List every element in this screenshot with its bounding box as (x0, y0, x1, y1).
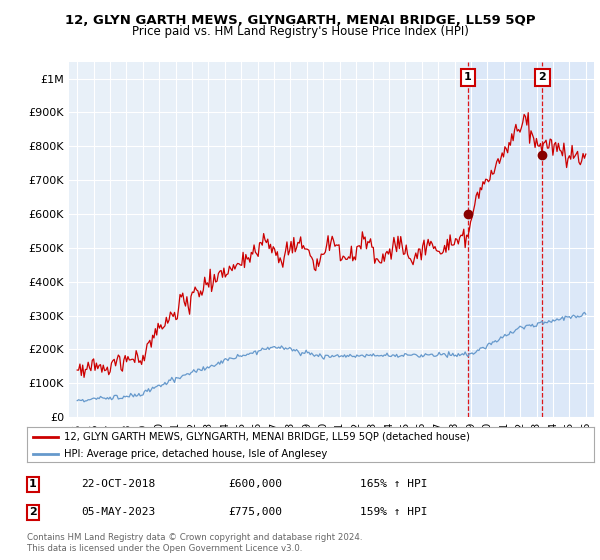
Text: £600,000: £600,000 (228, 479, 282, 489)
Text: 05-MAY-2023: 05-MAY-2023 (81, 507, 155, 517)
Text: 12, GLYN GARTH MEWS, GLYNGARTH, MENAI BRIDGE, LL59 5QP: 12, GLYN GARTH MEWS, GLYNGARTH, MENAI BR… (65, 14, 535, 27)
Text: 2: 2 (538, 72, 546, 82)
Text: 22-OCT-2018: 22-OCT-2018 (81, 479, 155, 489)
Text: 12, GLYN GARTH MEWS, GLYNGARTH, MENAI BRIDGE, LL59 5QP (detached house): 12, GLYN GARTH MEWS, GLYNGARTH, MENAI BR… (64, 432, 470, 442)
Text: 1: 1 (29, 479, 37, 489)
Bar (468, 62, 594, 417)
Text: Contains HM Land Registry data © Crown copyright and database right 2024.
This d: Contains HM Land Registry data © Crown c… (27, 533, 362, 553)
Text: 159% ↑ HPI: 159% ↑ HPI (360, 507, 427, 517)
Text: £775,000: £775,000 (228, 507, 282, 517)
Text: 165% ↑ HPI: 165% ↑ HPI (360, 479, 427, 489)
Text: 2: 2 (29, 507, 37, 517)
Text: Price paid vs. HM Land Registry's House Price Index (HPI): Price paid vs. HM Land Registry's House … (131, 25, 469, 38)
Text: HPI: Average price, detached house, Isle of Anglesey: HPI: Average price, detached house, Isle… (64, 449, 327, 459)
Text: 1: 1 (464, 72, 472, 82)
